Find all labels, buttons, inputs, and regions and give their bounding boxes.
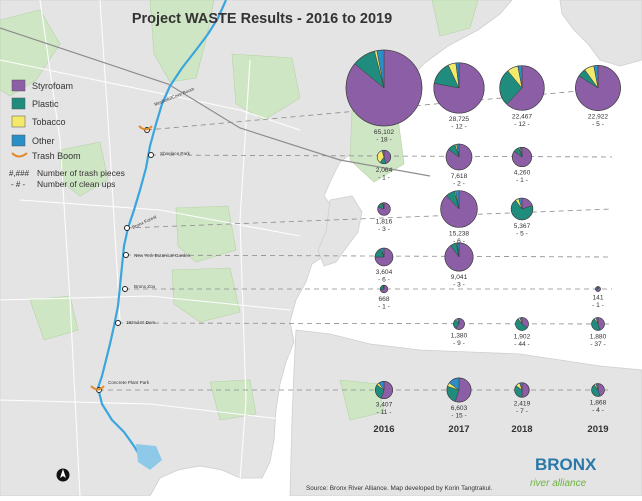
legend-swatch-other: [12, 135, 25, 146]
place-label-shoelace-park: Shoelace Park: [160, 151, 191, 156]
legend-swatch-styrofoam: [12, 80, 25, 91]
pie-concrete-plant-park-2016: [375, 381, 392, 398]
source-credit: Source: Bronx River Alliance. Map develo…: [306, 485, 493, 492]
place-label-new-york-botanical-garden: New York Botanical Garden: [134, 253, 191, 258]
place-label-bronx-zoo: Bronx Zoo: [134, 284, 156, 289]
pie-182nd-st-dam-2018: [515, 318, 528, 331]
trash-count-label: 15,238: [449, 230, 470, 237]
pie-concrete-plant-park-2017: [447, 378, 471, 402]
cleanup-count-label: - 2 -: [453, 180, 465, 187]
legend-cleanup-symbol: - # -: [11, 180, 26, 189]
pie-shoelace-park-2016: [377, 150, 391, 164]
pie-concrete-plant-park-2018: [515, 383, 530, 398]
pie-bronx-zoo-2016: [380, 285, 388, 293]
legend-label-tobacco: Tobacco: [32, 117, 66, 127]
legend-label-plastic: Plastic: [32, 99, 59, 109]
pie-mosholu-cove-boom-2016: [346, 50, 422, 126]
trash-count-label: 2,419: [514, 400, 531, 407]
trash-count-label: 1,380: [451, 333, 468, 340]
pie-bronx-forest-2018: [511, 198, 533, 220]
cleanup-count-label: - 18 -: [376, 137, 391, 144]
cleanup-count-label: - 1 -: [592, 302, 604, 309]
trash-count-label: 1,880: [590, 333, 607, 340]
pie-mosholu-cove-boom-2017: [434, 63, 484, 113]
cleanup-count-label: - 3 -: [378, 226, 390, 233]
pie-bronx-forest-2017: [441, 191, 478, 228]
site-marker-bronx-zoo: [123, 287, 128, 292]
trash-count-label: 668: [378, 296, 389, 303]
cleanup-count-label: - 1 -: [378, 174, 390, 181]
legend-swatch-plastic: [12, 98, 25, 109]
cleanup-count-label: - 1 -: [516, 177, 528, 184]
trash-count-label: 141: [592, 295, 603, 302]
legend-cleanup-label: Number of clean ups: [37, 179, 115, 189]
year-label-2018: 2018: [511, 424, 532, 435]
pie-mosholu-cove-boom-2018: [500, 66, 545, 111]
cleanup-count-label: - 37 -: [590, 341, 605, 348]
trash-count-label: 3,604: [376, 269, 393, 276]
trash-count-label: 1,816: [376, 218, 393, 225]
trash-count-label: 9,041: [451, 274, 468, 281]
map-title: Project WASTE Results - 2016 to 2019: [132, 11, 392, 27]
year-label-2016: 2016: [373, 424, 394, 435]
legend-count-symbol: #,###: [9, 169, 30, 178]
pie-shoelace-park-2017: [446, 144, 472, 170]
cleanup-count-label: - 11 -: [377, 409, 392, 416]
legend-label-styrofoam: Styrofoam: [32, 81, 73, 91]
pie-182nd-st-dam-2017: [453, 318, 464, 329]
pie-shoelace-park-2018: [512, 147, 531, 166]
trash-count-label: 22,922: [588, 114, 609, 121]
cleanup-count-label: - 12 -: [451, 124, 466, 131]
cleanup-count-label: - 44 -: [514, 341, 529, 348]
cleanup-count-label: - 5 -: [516, 230, 528, 237]
north-arrow-icon: [57, 469, 70, 482]
pie-bronx-zoo-2019: [595, 286, 600, 291]
site-marker-182nd-st-dam: [116, 321, 121, 326]
cleanup-count-label: - 6 -: [378, 276, 390, 283]
pie-concrete-plant-park-2019: [592, 384, 605, 397]
site-marker-shoelace-park: [149, 153, 154, 158]
trash-count-label: 28,725: [449, 116, 470, 123]
pie-mosholu-cove-boom-2019: [575, 65, 620, 110]
trash-count-label: 22,467: [512, 113, 533, 120]
trash-count-label: 7,618: [451, 173, 468, 180]
pie-182nd-st-dam-2019: [592, 318, 605, 331]
trash-count-label: 65,102: [374, 129, 395, 136]
cleanup-count-label: - 7 -: [516, 408, 528, 415]
trash-count-label: 4,260: [514, 170, 531, 177]
site-marker-new-york-botanical-garden: [124, 253, 129, 258]
pie-new-york-botanical-garden-2016: [375, 248, 393, 266]
trash-count-label: 2,064: [376, 167, 393, 174]
cleanup-count-label: - 9 -: [453, 340, 465, 347]
cleanup-count-label: - 4 -: [592, 407, 604, 414]
year-label-2017: 2017: [448, 424, 469, 435]
trash-count-label: 5,367: [514, 223, 531, 230]
legend-swatch-tobacco: [12, 116, 25, 127]
trash-count-label: 1,902: [514, 333, 531, 340]
cleanup-count-label: - 5 -: [592, 121, 604, 128]
site-marker-bronx-forest: [125, 226, 130, 231]
year-label-2019: 2019: [587, 424, 608, 435]
place-label-concrete-plant-park: Concrete Plant Park: [108, 380, 150, 385]
pie-new-york-botanical-garden-2017: [445, 243, 473, 271]
logo-wordmark: BRONX: [535, 455, 597, 474]
pie-bronx-forest-2016: [378, 203, 391, 216]
legend-count-label: Number of trash pieces: [37, 168, 125, 178]
place-label-182nd-st-dam: 182nd St Dam: [126, 320, 156, 325]
legend-label-other: Other: [32, 136, 55, 146]
trash-count-label: 6,603: [451, 405, 468, 412]
logo-tagline: river alliance: [530, 478, 587, 489]
trash-count-label: 1,868: [590, 399, 607, 406]
trash-count-label: 3,407: [376, 402, 393, 409]
cleanup-count-label: - 12 -: [514, 121, 529, 128]
cleanup-count-label: - 15 -: [451, 413, 466, 420]
legend-label-boom: Trash Boom: [32, 151, 81, 161]
cleanup-count-label: - 3 -: [453, 282, 465, 289]
cleanup-count-label: - 1 -: [378, 303, 390, 310]
